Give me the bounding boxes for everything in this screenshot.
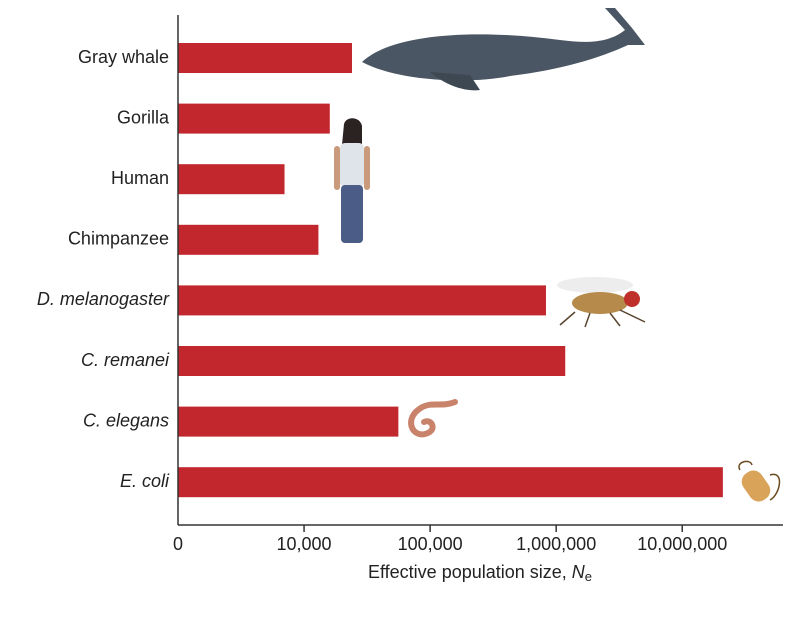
x-tick-label: 10,000 bbox=[277, 534, 332, 554]
y-tick-label: E. coli bbox=[120, 471, 170, 491]
y-tick-label: Human bbox=[111, 168, 169, 188]
fly-illustration bbox=[557, 277, 646, 328]
bar bbox=[178, 346, 566, 376]
human-illustration bbox=[334, 118, 370, 243]
x-axis-label: Effective population size, Ne bbox=[368, 562, 592, 585]
x-tick-label: 10,000,000 bbox=[637, 534, 727, 554]
bar bbox=[178, 467, 723, 498]
y-tick-label: C. elegans bbox=[83, 410, 169, 430]
x-axis-label-symbol: N bbox=[572, 562, 586, 582]
y-tick-label: Gorilla bbox=[117, 107, 170, 127]
x-origin-label: 0 bbox=[173, 534, 183, 554]
whale-illustration bbox=[362, 8, 645, 91]
y-tick-label: Chimpanzee bbox=[68, 229, 169, 249]
x-axis-label-text: Effective population size, bbox=[368, 562, 572, 582]
bar bbox=[178, 43, 352, 73]
x-tick-label: 100,000 bbox=[398, 534, 463, 554]
y-tick-label: C. remanei bbox=[81, 350, 170, 370]
bacteria-illustration bbox=[738, 460, 781, 502]
y-tick-label: D. melanogaster bbox=[37, 289, 170, 309]
x-tick-label: 1,000,000 bbox=[516, 534, 596, 554]
bar bbox=[178, 285, 546, 316]
x-axis-label-subscript: e bbox=[585, 569, 592, 584]
bar bbox=[178, 406, 399, 437]
bar bbox=[178, 224, 319, 255]
bar bbox=[178, 164, 285, 195]
bar bbox=[178, 103, 330, 134]
y-tick-label: Gray whale bbox=[78, 47, 169, 67]
worm-illustration bbox=[408, 399, 458, 438]
